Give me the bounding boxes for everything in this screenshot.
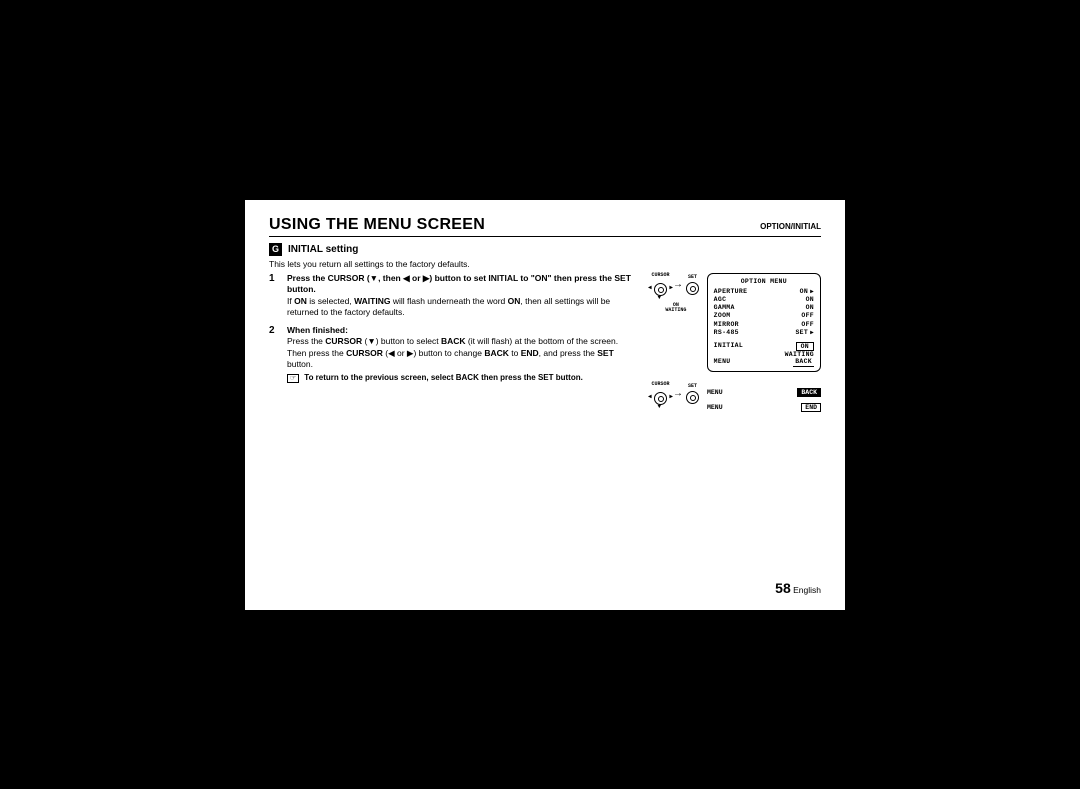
step-body: When finished: Press the CURSOR (▼) butt… [287, 325, 637, 384]
back-pill: BACK [797, 388, 821, 397]
down-arrow-icon: ▼ [658, 404, 662, 410]
section-heading: G INITIAL setting [269, 243, 821, 256]
content-area: 1 Press the CURSOR (▼, then ◀ or ▶) butt… [269, 273, 821, 412]
osd-menu: OPTION MENU APERTUREON▶AGCONGAMMAONZOOMO… [707, 273, 821, 372]
step-head: Press the CURSOR (▼, then ◀ or ▶) button… [287, 273, 631, 294]
section-intro: This lets you return all settings to the… [269, 259, 821, 269]
set-dial: SET [686, 384, 699, 405]
step-number: 1 [269, 273, 279, 319]
osd-row: RS-485SET▶ [714, 329, 814, 337]
diagram-2: CURSOR ◀ ▶ ▼ → SET [651, 382, 821, 412]
page-title: USING THE MENU SCREEN [269, 216, 485, 234]
osd-row: AGCON [714, 296, 814, 304]
submenu-arrow-icon: ▶ [810, 288, 814, 296]
step-1: 1 Press the CURSOR (▼, then ◀ or ▶) butt… [269, 273, 637, 319]
page-footer: 58 English [775, 580, 821, 596]
set-dial: SET [686, 275, 699, 296]
breadcrumb: OPTION/INITIAL [760, 222, 821, 231]
right-arrow-icon: ▶ [669, 285, 673, 291]
submenu-arrow-icon: ▶ [810, 329, 814, 337]
cursor-set-diagram: CURSOR ◀ ▶ ▼ → SET [651, 382, 701, 407]
cursor-dial: CURSOR ◀ ▶ ▼ [651, 273, 670, 298]
osd-row: GAMMAON [714, 304, 814, 312]
left-arrow-icon: ◀ [648, 285, 652, 291]
cursor-set-diagram: CURSOR ◀ ▶ ▼ → SET [651, 273, 701, 298]
diagram-under-label: ON WAITING [651, 303, 701, 315]
arrow-icon: → [675, 280, 681, 291]
osd-title: OPTION MENU [714, 278, 814, 285]
manual-page: USING THE MENU SCREEN OPTION/INITIAL G I… [245, 200, 845, 610]
step-number: 2 [269, 325, 279, 384]
instructions-column: 1 Press the CURSOR (▼, then ◀ or ▶) butt… [269, 273, 637, 390]
section-letter: G [269, 243, 282, 256]
menu-back-row: MENU BACK [707, 388, 821, 397]
diagram-1: CURSOR ◀ ▶ ▼ → SET [651, 273, 821, 372]
note-icon: ☞ [287, 374, 299, 383]
osd-row: APERTUREON▶ [714, 288, 814, 296]
osd-menu-row: MENU BACK [714, 358, 814, 367]
arrow-icon: → [675, 389, 681, 400]
note-text: To return to the previous screen, select… [304, 373, 583, 384]
section-title: INITIAL setting [288, 244, 358, 255]
note: ☞ To return to the previous screen, sele… [287, 373, 637, 384]
end-pill: END [801, 403, 821, 412]
step-2: 2 When finished: Press the CURSOR (▼) bu… [269, 325, 637, 384]
down-arrow-icon: ▼ [658, 295, 662, 301]
osd-row: MIRROROFF [714, 321, 814, 329]
illustration-column: CURSOR ◀ ▶ ▼ → SET [651, 273, 821, 412]
menu-end-row: MENU END [707, 403, 821, 412]
step-body: Press the CURSOR (▼, then ◀ or ▶) button… [287, 273, 637, 319]
cursor-dial: CURSOR ◀ ▶ ▼ [651, 382, 670, 407]
left-arrow-icon: ◀ [648, 394, 652, 400]
header: USING THE MENU SCREEN OPTION/INITIAL [269, 216, 821, 237]
osd-row: ZOOMOFF [714, 312, 814, 320]
page-language: English [793, 585, 821, 595]
page-number: 58 [775, 580, 791, 596]
step-head: When finished: [287, 325, 348, 335]
right-arrow-icon: ▶ [669, 394, 673, 400]
osd-initial-row: INITIAL ON WAITING [714, 342, 814, 358]
